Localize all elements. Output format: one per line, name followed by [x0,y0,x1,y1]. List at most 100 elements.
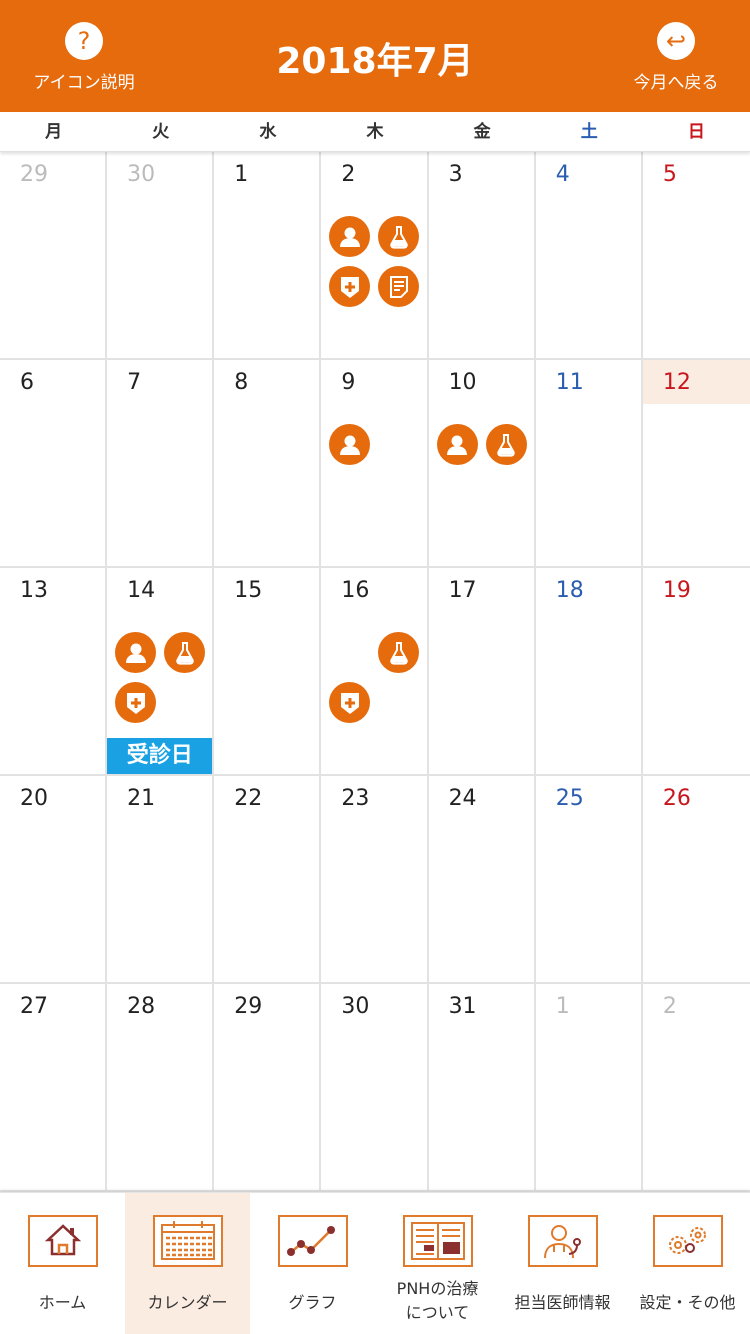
home-icon [27,1215,98,1267]
calendar-day-cell[interactable]: 13 [0,568,108,776]
calendar-day-cell[interactable]: 27 [0,984,108,1192]
calendar-day-cell[interactable]: 12 [642,360,750,568]
nav-item-graph[interactable]: グラフ [250,1193,375,1334]
app-header: ? アイコン説明 2018年7月 ↩ 今月へ戻る [0,0,750,112]
day-number: 2 [662,994,677,1019]
shield-plus-icon [329,266,371,307]
day-number: 18 [555,578,584,603]
calendar-day-cell[interactable]: 29 [0,152,108,360]
event-icons [329,632,425,723]
calendar-day-cell[interactable]: 14 受診日 [107,568,215,776]
nav-item-book[interactable]: PNHの治療 について [375,1193,500,1334]
shield-plus-icon [329,682,371,723]
calendar-day-cell[interactable]: 19 [642,568,750,776]
calendar-day-cell[interactable]: 30 [107,152,215,360]
person-icon [115,632,157,673]
shield-plus-icon [115,682,157,723]
person-icon [329,424,371,465]
back-to-this-month-label: 今月へ戻る [633,73,719,93]
calendar-day-cell[interactable]: 9 [321,360,429,568]
day-number: 15 [234,578,263,603]
calendar-day-cell[interactable]: 25 [535,776,643,984]
day-number: 21 [127,786,156,811]
calendar-day-cell[interactable]: 4 [535,152,643,360]
day-number: 31 [448,994,477,1019]
day-number: 29 [234,994,263,1019]
weekday-mon: 月 [45,122,63,142]
graph-icon [277,1215,348,1267]
calendar-day-cell[interactable]: 1 [535,984,643,1192]
calendar-day-cell[interactable]: 7 [107,360,215,568]
flask-icon [378,216,420,257]
day-number: 6 [20,370,34,395]
nav-label: 設定・その他 [639,1293,736,1312]
person-icon [436,424,478,465]
day-number: 29 [20,162,48,187]
calendar-day-cell[interactable]: 23 [321,776,429,984]
day-number: 26 [662,786,691,811]
person-icon [329,216,371,257]
nav-item-calendar[interactable]: カレンダー [125,1193,250,1334]
back-to-this-month-button[interactable]: ↩ 今月へ戻る [606,22,746,93]
calendar-day-cell[interactable]: 10 [428,360,536,568]
calendar-day-cell[interactable]: 16 [321,568,429,776]
nav-label: 担当医師情報 [514,1293,611,1312]
day-number: 8 [234,370,249,395]
calendar-day-cell[interactable]: 2 [642,984,750,1192]
return-icon: ↩ [657,22,695,60]
flask-icon [164,632,206,673]
nav-item-doctor[interactable]: 担当医師情報 [500,1193,625,1334]
calendar-day-cell[interactable]: 5 [642,152,750,360]
nav-item-gears[interactable]: 設定・その他 [625,1193,750,1334]
day-number: 23 [341,786,370,811]
icon-help-label: アイコン説明 [33,73,135,93]
calendar-day-cell[interactable]: 26 [642,776,750,984]
weekday-sat: 土 [580,122,598,142]
calendar-day-cell[interactable]: 3 [428,152,536,360]
weekday-header: 月 火 水 木 金 土 日 [0,112,750,152]
calendar-day-cell[interactable]: 28 [107,984,215,1192]
day-number: 4 [555,162,570,187]
today-highlight [642,360,750,404]
calendar-icon [152,1215,223,1267]
weekday-fri: 金 [473,122,491,142]
calendar-day-cell[interactable]: 20 [0,776,108,984]
calendar-day-cell[interactable]: 6 [0,360,108,568]
calendar-day-cell[interactable]: 2 [321,152,429,360]
day-number: 11 [555,370,584,395]
calendar-day-cell[interactable]: 22 [214,776,322,984]
day-number: 7 [127,370,142,395]
calendar-day-cell[interactable]: 30 [321,984,429,1192]
icon-spacer [329,632,370,673]
day-number: 25 [555,786,584,811]
calendar-day-cell[interactable]: 24 [428,776,536,984]
day-number: 28 [127,994,156,1019]
day-number: 17 [448,578,477,603]
day-number: 27 [20,994,48,1019]
nav-label: グラフ [288,1293,337,1312]
calendar-day-cell[interactable]: 18 [535,568,643,776]
day-number: 3 [448,162,463,187]
event-icons [115,632,211,723]
calendar-day-cell[interactable]: 8 [214,360,322,568]
calendar-day-cell[interactable]: 29 [214,984,322,1192]
event-icons [436,424,533,465]
event-icons [329,216,425,307]
calendar-day-cell[interactable]: 17 [428,568,536,776]
nav-label: ホーム [38,1293,87,1312]
day-number: 9 [341,370,356,395]
nav-item-home[interactable]: ホーム [0,1193,125,1334]
icon-help-button[interactable]: ? アイコン説明 [14,22,154,93]
doctor-icon [527,1215,598,1267]
weekday-sun: 日 [687,122,705,142]
calendar-day-cell[interactable]: 21 [107,776,215,984]
book-icon [402,1215,473,1267]
calendar-day-cell[interactable]: 31 [428,984,536,1192]
calendar-grid: 29 30 1 2 3 4 5 6 7 8 9 10 11 12 13 14 受診日 15 16 17 18 19 20 21… [0,152,750,1192]
calendar-day-cell[interactable]: 15 [214,568,322,776]
calendar-day-cell[interactable]: 1 [214,152,322,360]
memo-icon [378,266,420,307]
calendar-day-cell[interactable]: 11 [535,360,643,568]
day-number: 10 [448,370,477,395]
nav-label: PNHの治療 について [396,1279,479,1322]
